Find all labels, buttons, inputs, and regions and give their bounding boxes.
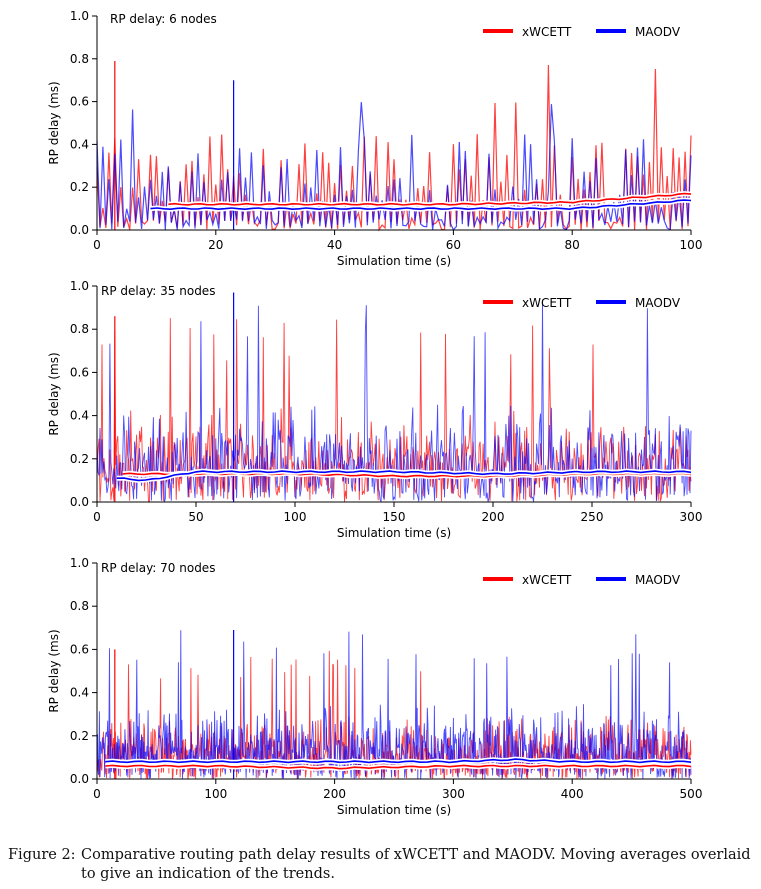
figure: 0.0 0.2 0.4 0.6 0.8 1.0 0 20 40 60 80 100 Simulation… (47, 9, 702, 817)
y-tick-label: 0.0 (70, 495, 89, 509)
y-tick-label: 0.4 (70, 686, 89, 700)
caption-label: Figure 2: (8, 847, 76, 863)
y-tick-label: 0.2 (70, 452, 89, 466)
y-tick-label: 0.4 (70, 137, 89, 151)
x-axis-title: Simulation time (s) (337, 803, 451, 817)
moving-average-maodv (150, 199, 692, 211)
series-maodv (96, 629, 692, 780)
x-tick-label: 20 (208, 238, 223, 252)
panel-title: RP delay: 35 nodes (101, 284, 215, 298)
x-tick-label: 60 (446, 238, 461, 252)
moving-average-xwcett (105, 764, 692, 770)
x-tick-label: 500 (680, 787, 703, 801)
legend: xWCETT MAODV (483, 25, 681, 39)
legend-label-xwcett: xWCETT (522, 573, 572, 587)
x-tick-label: 150 (383, 510, 406, 524)
y-tick-label: 0.0 (70, 772, 89, 786)
y-tick-label: 0.8 (70, 52, 89, 66)
panel-title: RP delay: 6 nodes (110, 12, 217, 26)
y-axis-title: RP delay (ms) (47, 81, 61, 164)
plot-area (96, 629, 692, 780)
legend-label-maodv: MAODV (635, 573, 681, 587)
x-axis-title: Simulation time (s) (337, 254, 451, 268)
x-tick-label: 200 (482, 510, 505, 524)
x-tick-label: 300 (442, 787, 465, 801)
x-tick-label: 80 (565, 238, 580, 252)
moving-average-maodv (116, 470, 692, 482)
chart-panel-3: 0.0 0.2 0.4 0.6 0.8 1.0 0 100 200 300 400 500 Simula… (47, 556, 702, 817)
x-tick-label: 250 (581, 510, 604, 524)
x-axis-title: Simulation time (s) (337, 526, 451, 540)
y-tick-label: 0.8 (70, 322, 89, 336)
x-tick-label: 100 (284, 510, 307, 524)
y-tick-label: 0.2 (70, 729, 89, 743)
y-tick-label: 0.4 (70, 409, 89, 423)
y-tick-label: 1.0 (70, 556, 89, 570)
panel-title: RP delay: 70 nodes (101, 561, 215, 575)
y-tick-label: 0.6 (70, 642, 89, 656)
y-axis-title: RP delay (ms) (47, 629, 61, 712)
y-axis-title: RP delay (ms) (47, 352, 61, 435)
moving-average-maodv (105, 758, 692, 764)
y-tick-label: 1.0 (70, 9, 89, 23)
x-tick-label: 100 (204, 787, 227, 801)
legend: xWCETT MAODV (483, 296, 681, 310)
x-tick-label: 100 (680, 238, 703, 252)
legend: xWCETT MAODV (483, 573, 681, 587)
figure-caption: Figure 2: Comparative routing path delay … (8, 846, 758, 884)
x-tick-label: 200 (323, 787, 346, 801)
series-maodv (96, 292, 692, 503)
y-tick-label: 0.6 (70, 365, 89, 379)
moving-average-xwcett (168, 192, 692, 206)
chart-panel-2: 0.0 0.2 0.4 0.6 0.8 1.0 0 50 100 150 200 250 300 Simu… (47, 279, 702, 540)
x-tick-label: 0 (93, 510, 101, 524)
legend-label-maodv: MAODV (635, 25, 681, 39)
x-tick-label: 400 (561, 787, 584, 801)
legend-label-xwcett: xWCETT (522, 296, 572, 310)
y-tick-label: 0.8 (70, 599, 89, 613)
plot-area (96, 292, 692, 503)
x-tick-label: 0 (93, 787, 101, 801)
y-tick-label: 0.2 (70, 180, 89, 194)
series-line-maodv (96, 299, 692, 503)
caption-line-2: to give an indication of the trends. (81, 866, 335, 882)
y-tick-label: 0.0 (70, 223, 89, 237)
x-tick-label: 40 (327, 238, 342, 252)
legend-label-xwcett: xWCETT (522, 25, 572, 39)
y-tick-label: 1.0 (70, 279, 89, 293)
x-tick-label: 300 (680, 510, 703, 524)
y-tick-label: 0.6 (70, 95, 89, 109)
chart-panel-1: 0.0 0.2 0.4 0.6 0.8 1.0 0 20 40 60 80 100 Simulation… (47, 9, 702, 268)
caption-line-1: Comparative routing path delay results o… (81, 847, 751, 863)
series-line-maodv (96, 630, 692, 780)
x-tick-label: 50 (188, 510, 203, 524)
legend-label-maodv: MAODV (635, 296, 681, 310)
x-tick-label: 0 (93, 238, 101, 252)
